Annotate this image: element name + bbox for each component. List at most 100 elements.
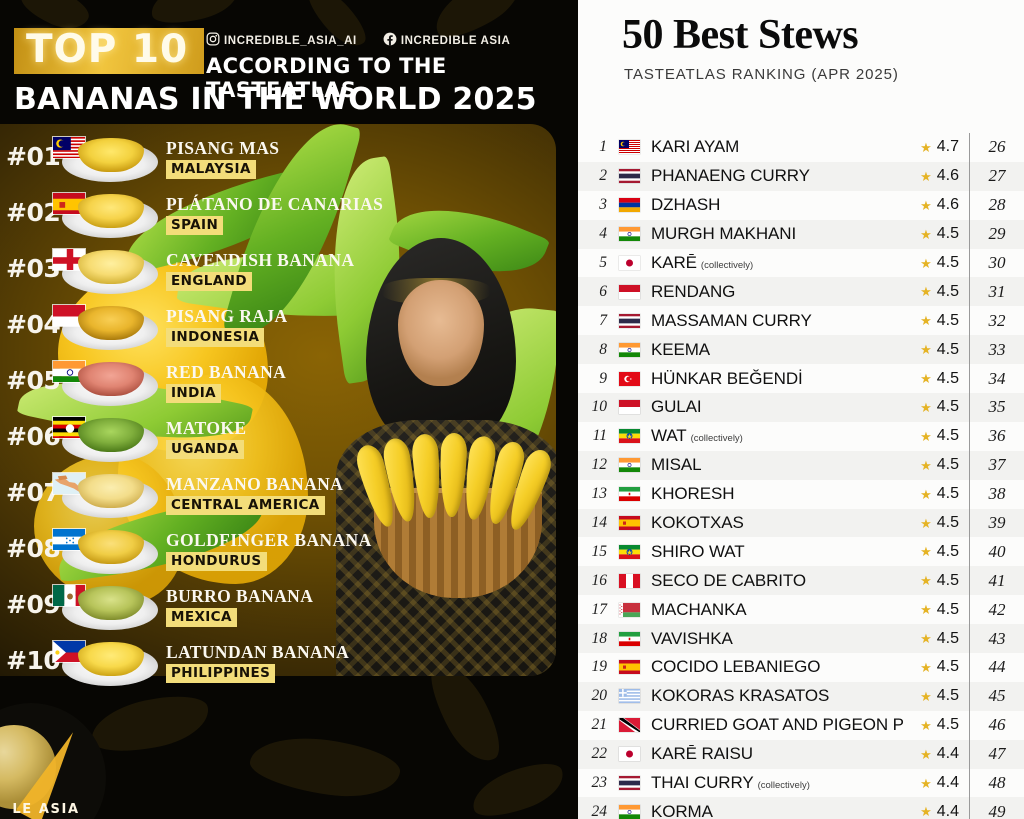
flag-peru-icon: [614, 573, 644, 588]
facebook-handle-text: INCREDIBLE ASIA: [400, 35, 511, 47]
dish-name: SHIRO WAT: [651, 541, 745, 561]
table-row[interactable]: 2 PHANAENG CURRY ★ 4.6 27: [578, 161, 1024, 191]
social-handle-instagram[interactable]: INCREDIBLE_ASIA_AI: [206, 32, 357, 47]
dish-name: WAT (collectively): [651, 426, 743, 446]
social-handle-facebook[interactable]: INCREDIBLE ASIA: [383, 32, 511, 47]
table-row[interactable]: 6 RENDANG ★ 4.5 31: [578, 277, 1024, 307]
table-row[interactable]: 8 KEEMA ★ 4.5 33: [578, 335, 1024, 365]
column-divider: [969, 133, 970, 162]
table-row[interactable]: 5 KARĒ (collectively) ★ 4.5 30: [578, 248, 1024, 278]
rating-value: 4.5: [936, 542, 959, 560]
rating-value: 4.5: [936, 311, 959, 329]
star-icon: ★: [920, 139, 932, 155]
dish-name: KORMA: [651, 801, 713, 819]
table-row[interactable]: 7 MASSAMAN CURRY ★ 4.5 32: [578, 306, 1024, 336]
secondary-rank-number: 30: [988, 253, 1006, 272]
banana-name: MATOKE: [166, 418, 247, 438]
rank-number: 8: [599, 340, 607, 358]
column-divider: [969, 393, 970, 422]
table-row[interactable]: 23 THAI CURRY (collectively) ★ 4.4 48: [578, 768, 1024, 798]
table-row[interactable]: 24 KORMA ★ 4.4 49: [578, 797, 1024, 819]
table-row[interactable]: 15 SHIRO WAT ★ 4.5 40: [578, 537, 1024, 567]
column-divider: [969, 768, 970, 798]
rank-number: 3: [599, 196, 607, 214]
rating-value: 4.4: [936, 745, 959, 763]
rank-number: #07: [6, 478, 61, 507]
left-panel-top10-bananas: TOP 10 INCREDIBLE_ASIA_AI INCREDIBLE ASI…: [0, 0, 578, 819]
banana-name: PISANG MAS: [166, 138, 280, 158]
star-icon: ★: [920, 717, 932, 733]
dish-name: DZHASH: [651, 195, 721, 215]
table-row[interactable]: 4 MURGH MAKHANI ★ 4.5 29: [578, 219, 1024, 249]
table-row[interactable]: 1 KARI AYAM ★ 4.7 26: [578, 133, 1024, 162]
rating: ★ 4.4: [905, 774, 969, 792]
flag-ethiopia-icon: [614, 429, 644, 444]
list-item[interactable]: #10 LATUNDAN BANANA PHILIPPINES: [0, 634, 400, 690]
column-divider: [969, 681, 970, 711]
table-row[interactable]: 20 KOKORAS KRASATOS ★ 4.5 45: [578, 681, 1024, 711]
list-item[interactable]: #02 PLÁTANO DE CANARIAS SPAIN: [0, 186, 400, 242]
dish-note: (collectively): [757, 780, 810, 792]
table-row[interactable]: 14 KOKOTXAS ★ 4.5 39: [578, 508, 1024, 538]
table-row[interactable]: 16 SECO DE CABRITO ★ 4.5 41: [578, 566, 1024, 596]
rank-number: #10: [6, 646, 61, 675]
secondary-rank-number: 45: [988, 686, 1006, 706]
table-row[interactable]: 17 MACHANKA ★ 4.5 42: [578, 595, 1024, 625]
table-row[interactable]: 18 VAVISHKA ★ 4.5 43: [578, 624, 1024, 654]
list-item[interactable]: #04 PISANG RAJA INDONESIA: [0, 298, 400, 354]
rating: ★ 4.5: [905, 514, 969, 532]
table-row[interactable]: 9 HÜNKAR BEĞENDİ ★ 4.5 34: [578, 364, 1024, 394]
star-icon: ★: [920, 342, 932, 358]
list-item[interactable]: #01 PISANG MAS MALAYSIA: [0, 130, 400, 186]
list-item[interactable]: #07 MANZANO BANANA CENTRAL AMERICA: [0, 466, 400, 522]
flag-indonesia-icon: [614, 284, 644, 299]
table-row[interactable]: 13 KHORESH ★ 4.5 38: [578, 479, 1024, 509]
table-row[interactable]: 11 WAT (collectively) ★ 4.5 36: [578, 421, 1024, 451]
table-row[interactable]: 3 DZHASH ★ 4.6 28: [578, 190, 1024, 220]
rating: ★ 4.5: [905, 283, 969, 301]
secondary-rank-number: 49: [988, 801, 1006, 819]
dish-name: KEEMA: [651, 339, 711, 359]
flag-japan-icon: [614, 256, 644, 270]
list-item[interactable]: #08 GOLDFINGER BANANA HONDURUS: [0, 522, 400, 578]
rating-value: 4.4: [936, 774, 959, 792]
table-row[interactable]: 12 MISAL ★ 4.5 37: [578, 450, 1024, 480]
table-row[interactable]: 10 GULAI ★ 4.5 35: [578, 393, 1024, 422]
model-illustration: [328, 224, 556, 676]
dish-name: CURRIED GOAT AND PIGEON PEAS: [651, 715, 905, 735]
rating: ★ 4.5: [905, 427, 969, 445]
top10-badge: TOP 10: [14, 28, 205, 74]
rating: ★ 4.6: [905, 196, 969, 214]
list-item[interactable]: #09 BURRO BANANA MEXICA: [0, 578, 400, 634]
rank-number: 21: [591, 716, 608, 734]
rank-number: #05: [6, 366, 61, 395]
watermark-text: LE ASIA: [12, 802, 80, 817]
flag-india-icon: [614, 458, 644, 473]
rating: ★ 4.6: [905, 167, 969, 185]
rating-value: 4.5: [936, 225, 959, 243]
rank-number: 19: [591, 658, 608, 676]
dish-name: KOKOTXAS: [651, 513, 744, 533]
banana-country: MEXICA: [166, 608, 237, 627]
list-item[interactable]: #05 RED BANANA INDIA: [0, 354, 400, 410]
rank-number: #02: [6, 198, 61, 227]
rating-value: 4.6: [936, 167, 959, 185]
banana-country: SPAIN: [166, 216, 224, 235]
list-item[interactable]: #03 CAVENDISH BANANA ENGLAND: [0, 242, 400, 298]
table-row[interactable]: 19 COCIDO LEBANIEGO ★ 4.5 44: [578, 653, 1024, 682]
rank-number: 15: [591, 542, 608, 560]
table-row[interactable]: 22 KARĒ RAISU ★ 4.4 47: [578, 739, 1024, 769]
secondary-rank-number: 40: [988, 541, 1006, 561]
dish-name: MISAL: [651, 455, 702, 475]
hero-artwork-card: [0, 124, 556, 676]
column-divider: [969, 421, 970, 451]
rank-number: 14: [591, 514, 608, 532]
dish-name: MACHANKA: [651, 599, 747, 619]
rank-number: 4: [599, 225, 607, 243]
list-item[interactable]: #06 MATOKE UGANDA: [0, 410, 400, 466]
column-divider: [969, 248, 970, 278]
rating: ★ 4.4: [905, 803, 969, 819]
star-icon: ★: [920, 313, 932, 329]
secondary-rank-number: 47: [988, 744, 1006, 764]
